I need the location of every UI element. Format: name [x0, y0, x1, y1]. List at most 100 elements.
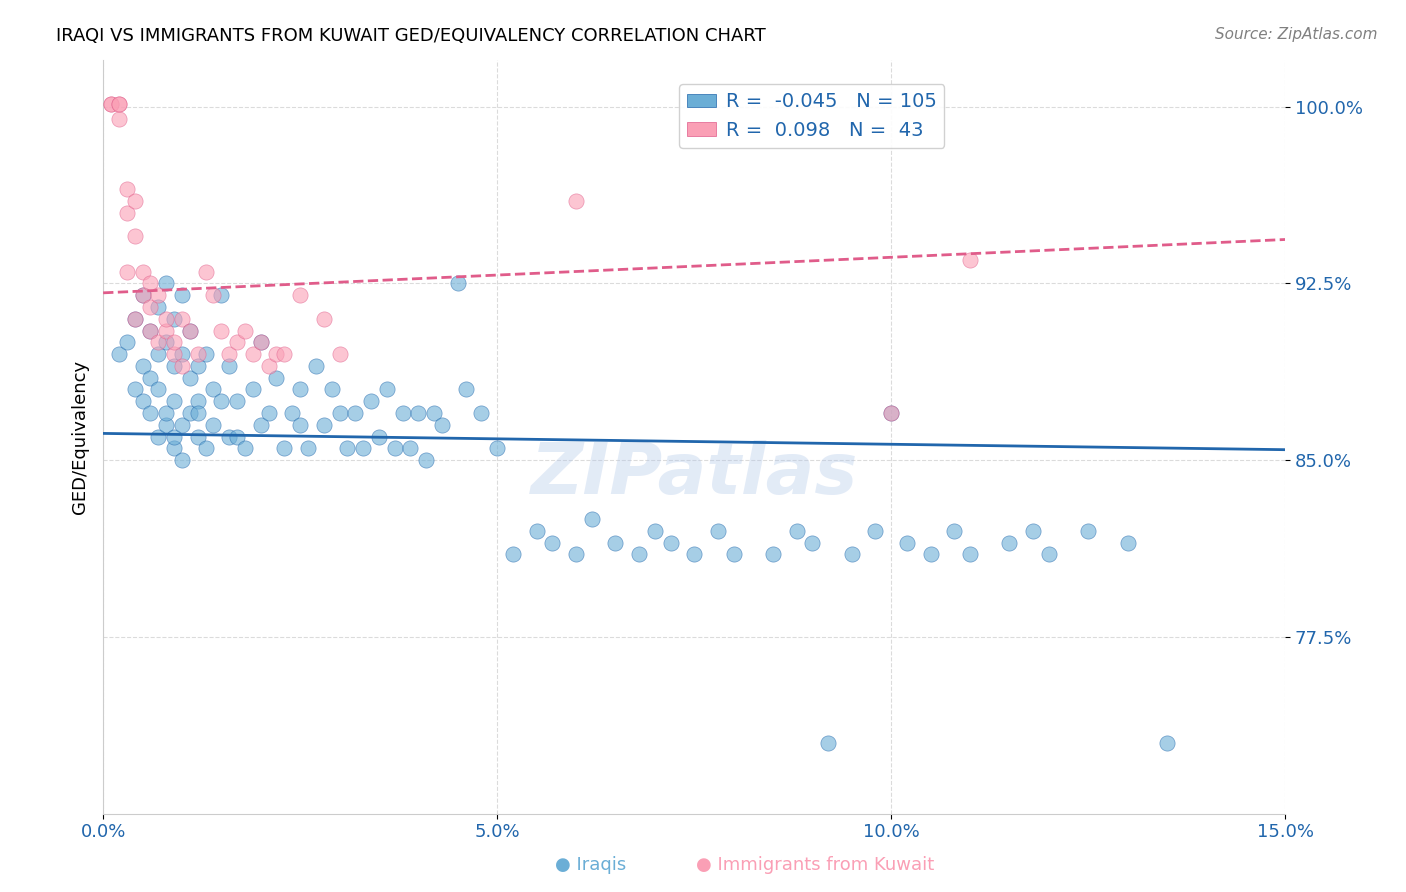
- Point: [273, 347, 295, 361]
- Point: [155, 324, 177, 338]
- Point: [1077, 524, 1099, 538]
- Point: [170, 347, 193, 361]
- Point: [526, 524, 548, 538]
- Point: [288, 288, 311, 302]
- Point: [486, 442, 509, 456]
- Point: [131, 359, 153, 373]
- Point: [115, 206, 138, 220]
- Point: [194, 265, 217, 279]
- Point: [131, 288, 153, 302]
- Point: [148, 335, 170, 350]
- Point: [423, 406, 446, 420]
- Point: [187, 347, 209, 361]
- Point: [312, 417, 335, 432]
- Point: [920, 548, 942, 562]
- Point: [148, 300, 170, 314]
- Point: [226, 429, 249, 443]
- Point: [148, 288, 170, 302]
- Point: [233, 442, 256, 456]
- Point: [565, 548, 588, 562]
- Point: [447, 277, 470, 291]
- Point: [124, 383, 146, 397]
- Point: [100, 97, 122, 112]
- Point: [233, 324, 256, 338]
- Point: [139, 406, 162, 420]
- Point: [605, 535, 627, 549]
- Point: [163, 394, 186, 409]
- Point: [163, 311, 186, 326]
- Point: [281, 406, 304, 420]
- Point: [288, 383, 311, 397]
- Point: [321, 383, 343, 397]
- Point: [226, 394, 249, 409]
- Point: [841, 548, 863, 562]
- Point: [115, 265, 138, 279]
- Point: [880, 406, 903, 420]
- Point: [187, 429, 209, 443]
- Point: [723, 548, 745, 562]
- Point: [998, 535, 1021, 549]
- Point: [305, 359, 328, 373]
- Point: [502, 548, 524, 562]
- Point: [470, 406, 492, 420]
- Point: [209, 288, 232, 302]
- Point: [391, 406, 413, 420]
- Point: [202, 417, 225, 432]
- Y-axis label: GED/Equivalency: GED/Equivalency: [72, 359, 89, 514]
- Point: [683, 548, 706, 562]
- Point: [100, 97, 122, 112]
- Point: [131, 394, 153, 409]
- Point: [565, 194, 588, 208]
- Point: [202, 383, 225, 397]
- Point: [336, 442, 359, 456]
- Text: ZIPatlas: ZIPatlas: [530, 440, 858, 508]
- Point: [257, 406, 280, 420]
- Point: [194, 347, 217, 361]
- Point: [959, 548, 981, 562]
- Point: [399, 442, 422, 456]
- Point: [242, 347, 264, 361]
- Point: [896, 535, 918, 549]
- Point: [124, 229, 146, 244]
- Point: [218, 359, 240, 373]
- Legend: R =  -0.045   N = 105, R =  0.098   N =  43: R = -0.045 N = 105, R = 0.098 N = 43: [679, 85, 945, 148]
- Point: [148, 429, 170, 443]
- Point: [249, 417, 271, 432]
- Point: [155, 406, 177, 420]
- Point: [148, 383, 170, 397]
- Point: [131, 265, 153, 279]
- Point: [124, 311, 146, 326]
- Point: [163, 359, 186, 373]
- Point: [880, 406, 903, 420]
- Point: [155, 335, 177, 350]
- Point: [266, 347, 288, 361]
- Point: [288, 417, 311, 432]
- Point: [249, 335, 271, 350]
- Point: [352, 442, 374, 456]
- Point: [139, 370, 162, 384]
- Point: [194, 442, 217, 456]
- Text: ● Iraqis: ● Iraqis: [555, 855, 626, 873]
- Text: Source: ZipAtlas.com: Source: ZipAtlas.com: [1215, 27, 1378, 42]
- Point: [627, 548, 650, 562]
- Point: [1156, 736, 1178, 750]
- Point: [242, 383, 264, 397]
- Point: [659, 535, 682, 549]
- Point: [581, 512, 603, 526]
- Point: [115, 182, 138, 196]
- Point: [541, 535, 564, 549]
- Point: [328, 347, 350, 361]
- Point: [344, 406, 367, 420]
- Point: [131, 288, 153, 302]
- Text: IRAQI VS IMMIGRANTS FROM KUWAIT GED/EQUIVALENCY CORRELATION CHART: IRAQI VS IMMIGRANTS FROM KUWAIT GED/EQUI…: [56, 27, 766, 45]
- Point: [762, 548, 785, 562]
- Point: [202, 288, 225, 302]
- Point: [644, 524, 666, 538]
- Point: [179, 370, 201, 384]
- Point: [170, 288, 193, 302]
- Point: [139, 277, 162, 291]
- Point: [817, 736, 839, 750]
- Point: [170, 453, 193, 467]
- Point: [218, 347, 240, 361]
- Point: [415, 453, 437, 467]
